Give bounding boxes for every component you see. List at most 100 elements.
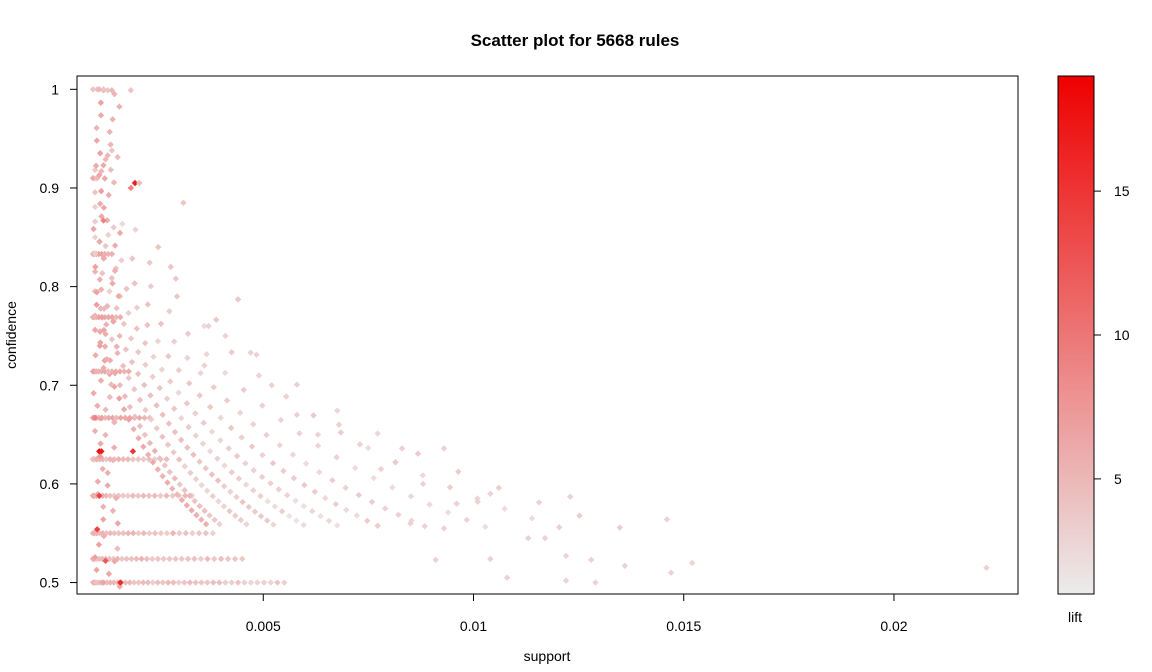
data-point [186,492,193,499]
data-point [134,456,142,463]
data-point [268,382,275,389]
data-point [100,532,108,540]
data-point [274,579,281,586]
data-point [98,167,105,175]
data-point [100,217,107,224]
data-point [588,556,595,564]
data-point [97,440,104,447]
data-point [129,492,137,499]
data-point [116,229,124,237]
data-point [301,481,308,489]
data-point [253,351,260,358]
data-point [89,86,97,93]
data-point [158,366,166,373]
data-point [130,425,137,433]
data-point [524,534,532,542]
data-point [91,234,99,241]
data-point [440,445,448,452]
data-point [103,579,111,586]
data-point [255,372,263,379]
data-point [198,481,205,489]
data-point [309,508,316,515]
data-point [145,492,153,499]
data-point [191,497,198,505]
data-point [528,515,536,522]
data-point [151,447,159,455]
data-point [161,462,168,469]
data-point [232,512,239,519]
data-point [206,403,214,411]
data-point [109,414,116,422]
data-point [257,512,265,520]
data-point [314,442,322,449]
data-point [201,507,208,515]
data-point [535,499,543,506]
data-point [217,555,225,563]
data-point [311,488,319,496]
data-point [110,579,118,586]
data-point [105,414,112,422]
data-point [98,286,105,293]
data-point [163,456,170,463]
data-point [356,441,364,448]
data-point [119,220,126,228]
data-point [96,453,104,460]
data-point [90,225,97,233]
data-point [240,386,247,394]
x-tick-label: 0.01 [460,618,487,634]
y-tick-label: 0.7 [40,377,60,393]
data-point [89,174,97,182]
data-point [222,579,229,586]
data-point [97,415,105,422]
data-point [93,566,100,574]
data-point [214,455,221,462]
data-point [239,498,246,506]
data-point [92,263,99,271]
data-point [224,555,232,563]
data-point [107,381,115,388]
x-axis-label: support [524,648,571,664]
data-point [125,416,133,423]
data-point [97,339,104,346]
data-point [169,485,176,492]
data-point [183,400,191,407]
data-point [157,530,165,537]
data-point [263,431,270,439]
data-point [146,530,153,537]
data-point [103,321,110,328]
y-tick-label: 0.8 [40,279,60,295]
data-point [135,348,142,356]
data-point [104,482,111,489]
data-point [111,530,118,537]
data-point [562,577,570,584]
y-axis-label: confidence [3,301,19,369]
data-point [215,498,222,505]
colorbar-label: lift [1068,609,1082,625]
data-point [154,466,162,473]
data-point [184,555,192,563]
data-point [322,494,329,502]
data-point [154,555,162,563]
data-point [91,250,99,257]
data-point [119,456,127,463]
data-point [199,440,207,447]
data-point [151,492,158,499]
data-point [102,156,109,163]
data-point [120,530,127,537]
data-point [173,491,181,498]
data-point [170,338,178,345]
data-point [154,338,162,345]
data-point [100,162,107,169]
data-point [166,308,173,315]
data-point [407,493,415,500]
data-point [153,402,160,409]
data-point [121,368,128,375]
data-point [90,389,97,397]
data-point [185,423,192,431]
data-point [131,280,138,287]
data-point [204,555,211,563]
data-point [146,439,154,447]
data-point [258,473,266,481]
data-point [136,422,144,430]
